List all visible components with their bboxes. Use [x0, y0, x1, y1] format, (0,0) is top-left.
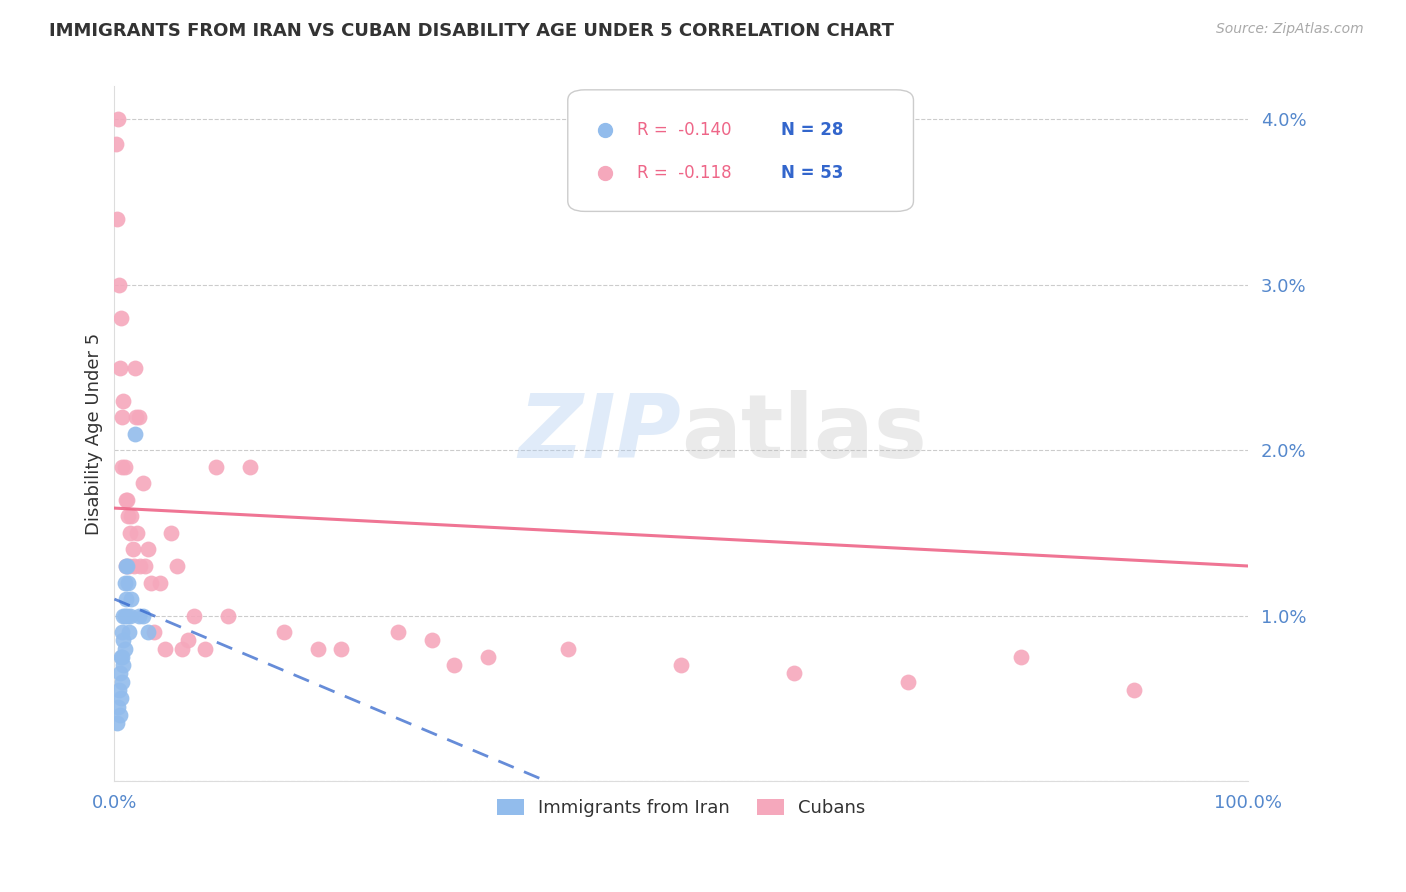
Point — [111, 649, 134, 664]
Point — [128, 410, 150, 425]
Point — [139, 575, 162, 590]
Point — [273, 625, 295, 640]
Point — [1010, 649, 1032, 664]
Point — [205, 459, 228, 474]
Text: R =  -0.140: R = -0.140 — [637, 121, 731, 139]
Point — [155, 641, 177, 656]
Point — [110, 691, 132, 706]
Point — [117, 575, 139, 590]
Point — [138, 625, 160, 640]
Point — [120, 608, 142, 623]
Point — [149, 575, 172, 590]
Point — [477, 649, 499, 664]
Point — [111, 459, 134, 474]
Point — [111, 674, 134, 689]
Point — [114, 592, 136, 607]
Point — [239, 459, 262, 474]
Point — [138, 542, 160, 557]
Point — [117, 509, 139, 524]
Point — [1123, 683, 1146, 698]
Point — [114, 575, 136, 590]
Point — [105, 716, 128, 731]
Point — [166, 559, 188, 574]
Point — [107, 112, 129, 127]
Point — [108, 666, 131, 681]
Point — [160, 525, 183, 540]
Point — [128, 608, 150, 623]
Point — [183, 608, 205, 623]
Point — [114, 559, 136, 574]
Point — [132, 608, 155, 623]
Point — [110, 649, 132, 664]
Point — [115, 559, 138, 574]
Point — [134, 559, 156, 574]
Point — [112, 658, 135, 673]
Point — [129, 559, 152, 574]
Text: IMMIGRANTS FROM IRAN VS CUBAN DISABILITY AGE UNDER 5 CORRELATION CHART: IMMIGRANTS FROM IRAN VS CUBAN DISABILITY… — [49, 22, 894, 40]
Point — [387, 625, 409, 640]
Text: R =  -0.118: R = -0.118 — [637, 164, 731, 182]
Point — [115, 608, 138, 623]
Point — [120, 525, 142, 540]
Point — [114, 559, 136, 574]
Point — [114, 459, 136, 474]
Point — [108, 707, 131, 722]
Point — [217, 608, 239, 623]
Point — [143, 625, 166, 640]
Point — [107, 699, 129, 714]
Point — [114, 608, 136, 623]
Point — [114, 641, 136, 656]
Point — [557, 641, 579, 656]
Point — [105, 211, 128, 226]
Point — [897, 674, 920, 689]
Point — [115, 492, 138, 507]
Point — [110, 310, 132, 325]
Point — [108, 683, 131, 698]
FancyBboxPatch shape — [568, 90, 914, 211]
Point — [112, 608, 135, 623]
Point — [112, 633, 135, 648]
Point — [125, 410, 148, 425]
Text: atlas: atlas — [681, 390, 927, 477]
Point — [125, 525, 148, 540]
Point — [420, 633, 443, 648]
Point — [118, 625, 141, 640]
Point — [177, 633, 200, 648]
Point — [111, 410, 134, 425]
Point — [121, 542, 143, 557]
Point — [104, 137, 127, 152]
Point — [783, 666, 806, 681]
Point — [132, 476, 155, 491]
Y-axis label: Disability Age Under 5: Disability Age Under 5 — [86, 333, 103, 535]
Point — [120, 509, 142, 524]
Point — [112, 393, 135, 408]
Legend: Immigrants from Iran, Cubans: Immigrants from Iran, Cubans — [489, 791, 873, 824]
Text: Source: ZipAtlas.com: Source: ZipAtlas.com — [1216, 22, 1364, 37]
Point — [108, 277, 131, 292]
Point — [120, 592, 142, 607]
Point — [194, 641, 217, 656]
Point — [122, 559, 145, 574]
Point — [108, 360, 131, 375]
Text: N = 28: N = 28 — [780, 121, 844, 139]
Point — [124, 426, 146, 441]
Text: ZIP: ZIP — [519, 390, 681, 477]
Text: N = 53: N = 53 — [780, 164, 844, 182]
Point — [172, 641, 194, 656]
Point — [111, 625, 134, 640]
Point — [114, 492, 136, 507]
Point — [118, 559, 141, 574]
Point — [330, 641, 353, 656]
Point — [669, 658, 692, 673]
Point — [124, 360, 146, 375]
Point — [443, 658, 465, 673]
Point — [307, 641, 329, 656]
